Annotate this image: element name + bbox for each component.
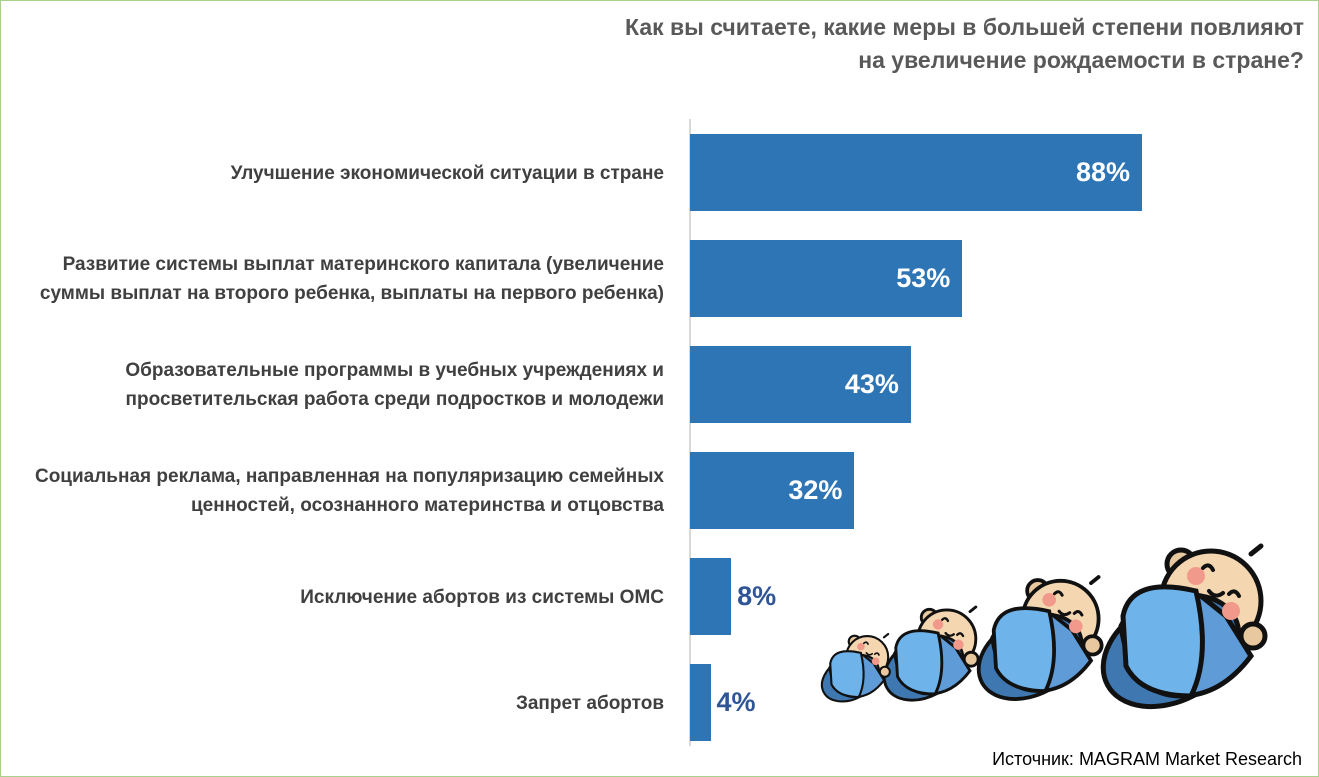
bar: [690, 664, 711, 741]
category-axis-line: [689, 119, 691, 746]
data-label: 88%: [1075, 157, 1130, 187]
baby-icon-tiny: [812, 632, 891, 712]
title-line-1: Как вы считаете, какие меры в большей ст…: [625, 14, 1304, 40]
data-label: 32%: [788, 475, 843, 505]
category-label: Улучшение экономической ситуации в стран…: [230, 162, 664, 184]
bar: [690, 346, 911, 423]
bar: [690, 452, 855, 529]
source-note: Источник: MAGRAM Market Research: [992, 749, 1302, 769]
title-line-2: на увеличение рождаемости в стране?: [858, 47, 1304, 73]
data-label: 53%: [896, 263, 951, 293]
category-label: Социальная реклама, направленная на попу…: [34, 466, 664, 516]
category-label: Запрет абортов: [515, 692, 664, 714]
data-label: 43%: [844, 369, 899, 399]
category-label: Исключение абортов из системы ОМС: [300, 586, 664, 608]
chart-title: Как вы считаете, какие меры в большей ст…: [625, 11, 1304, 77]
data-label: 4%: [716, 687, 756, 717]
category-label: Развитие системы выплат материнского кап…: [39, 254, 664, 304]
category-label: Образовательные программы в учебных учре…: [125, 360, 664, 410]
bar: [690, 134, 1142, 211]
baby-icon-large: [1084, 546, 1265, 729]
data-label: 8%: [737, 581, 777, 611]
bar: [690, 240, 963, 317]
bar: [690, 558, 732, 635]
baby-icon-medium: [962, 575, 1104, 718]
